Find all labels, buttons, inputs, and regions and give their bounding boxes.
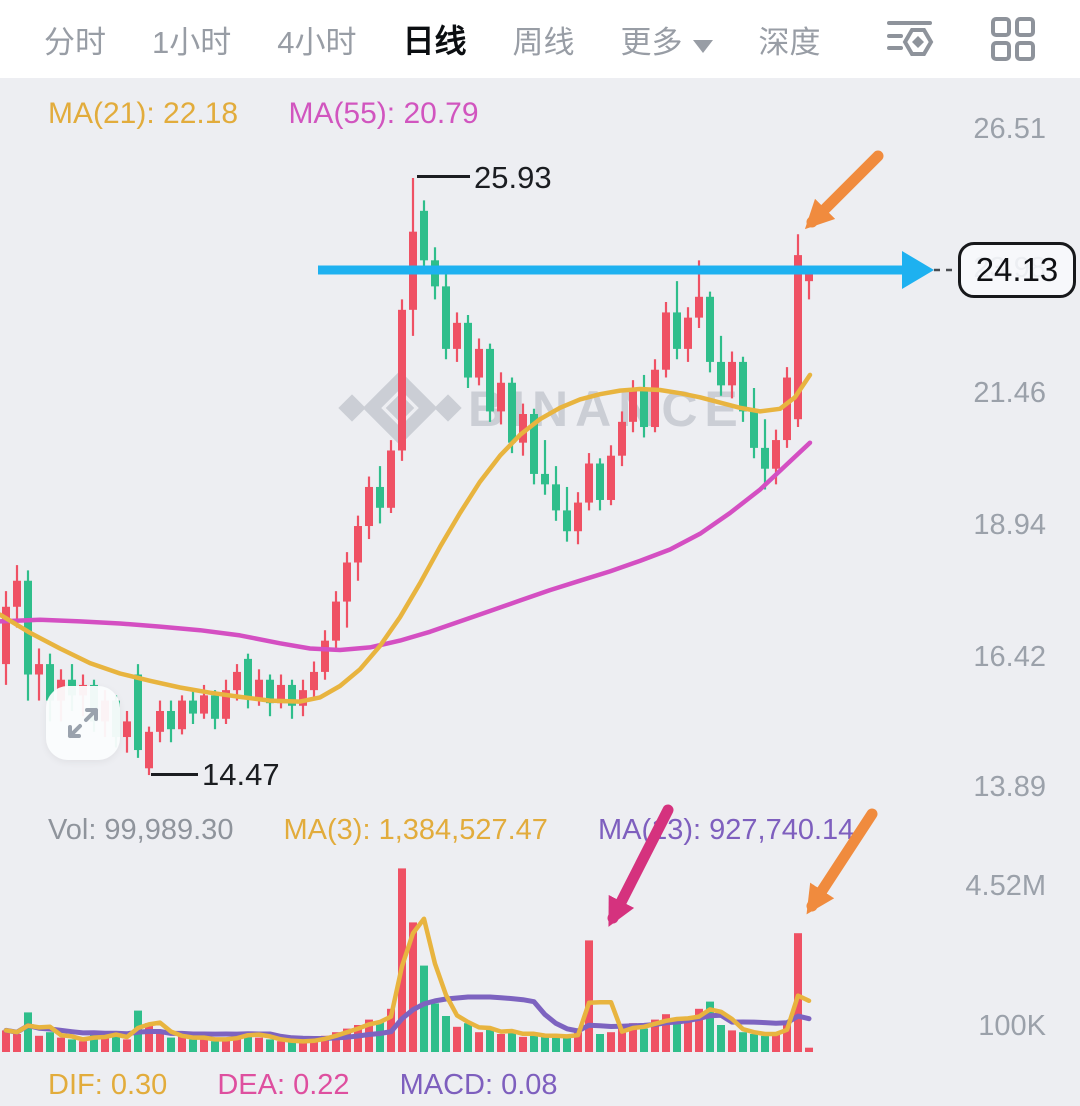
grid-layout-icon[interactable]: [990, 16, 1036, 62]
price-axis-label: 13.89: [973, 771, 1046, 803]
volume-bars: [2, 868, 813, 1052]
volume-ma3-value: MA(3): 1,384,527.47: [283, 814, 548, 846]
tab-minute[interactable]: 分时: [44, 24, 106, 60]
volume-indicator-row: Vol: 99,989.30 MA(3): 1,384,527.47 MA(13…: [48, 814, 896, 847]
price-ma-indicator-row: MA(21): 22.18 MA(55): 20.79: [48, 97, 521, 131]
low-annotation-label: 14.47: [202, 757, 280, 792]
tab-weekly[interactable]: 周线: [512, 24, 575, 60]
high-annotation-line: [417, 175, 470, 178]
tab-4hour[interactable]: 4小时: [277, 24, 357, 60]
high-annotation-label: 25.93: [474, 160, 552, 195]
price-axis-label: 18.94: [973, 509, 1046, 541]
indicator-settings-icon[interactable]: [886, 17, 936, 61]
price-axis-label: 21.46: [973, 377, 1046, 409]
topbar-icons: [886, 16, 1036, 62]
expand-arrows-icon: [68, 708, 98, 738]
resistance-arrow-head: [902, 251, 934, 289]
volume-axis-label: 100K: [978, 1010, 1046, 1042]
timeframe-tab-bar: 分时 1小时 4小时 日线 周线 更多 深度: [0, 0, 1080, 78]
dea-value: DEA: 0.22: [217, 1069, 350, 1101]
last-price-tag: 24.13: [958, 242, 1076, 298]
ma55-value: MA(55): 20.79: [288, 97, 479, 130]
price-axis-label: 26.51: [973, 113, 1046, 145]
tab-1hour[interactable]: 1小时: [152, 24, 232, 60]
expand-chart-button[interactable]: [46, 686, 120, 760]
tab-more[interactable]: 更多: [621, 17, 713, 62]
dif-value: DIF: 0.30: [48, 1069, 168, 1101]
macd-indicator-row: DIF: 0.30 DEA: 0.22 MACD: 0.08: [48, 1069, 600, 1102]
chevron-down-icon: [692, 39, 713, 53]
tab-daily[interactable]: 日线: [402, 23, 467, 59]
volume-ma13-value: MA(13): 927,740.14: [597, 814, 855, 846]
macd-value: MACD: 0.08: [399, 1069, 558, 1101]
low-annotation-line: [151, 773, 198, 776]
ma21-value: MA(21): 22.18: [48, 97, 239, 130]
resistance-arrow-line: [318, 265, 904, 275]
volume-axis-label: 4.52M: [965, 870, 1046, 902]
volume-value: Vol: 99,989.30: [48, 814, 234, 846]
tab-depth[interactable]: 深度: [758, 24, 821, 60]
price-axis-label: 16.42: [973, 641, 1046, 673]
